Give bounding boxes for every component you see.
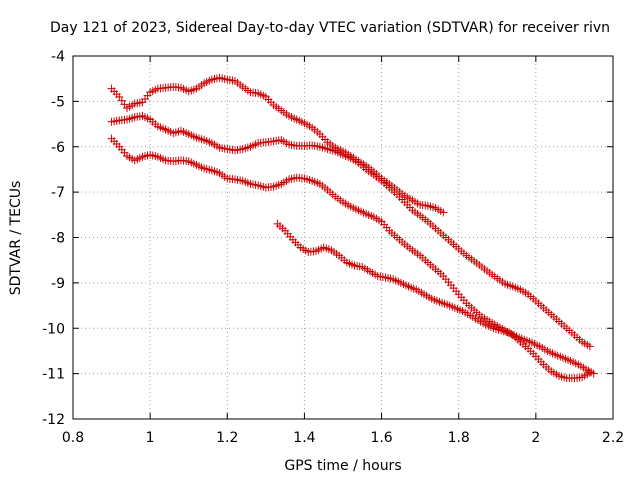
axis-ticks — [72, 55, 614, 420]
plus-marker — [585, 342, 594, 351]
y-tick-label: -9 — [51, 276, 65, 292]
x-tick-label: 1.2 — [216, 430, 238, 446]
y-tick-label: -8 — [51, 231, 65, 247]
chart-title: Day 121 of 2023, Sidereal Day-to-day VTE… — [50, 20, 610, 36]
x-tick-label: 0.8 — [62, 430, 84, 446]
data-points — [107, 73, 598, 383]
plus-marker — [585, 368, 594, 377]
plus-marker — [589, 369, 598, 378]
y-tick-label: -12 — [42, 412, 65, 428]
grid-lines — [73, 56, 613, 419]
y-tick-labels: -4 -5 -6 -7 -8 -9 -10 -11 -12 — [42, 49, 65, 428]
series-track-4 — [273, 219, 598, 378]
series-track-3 — [107, 134, 594, 383]
x-tick-label: 2.2 — [602, 430, 624, 446]
y-tick-label: -5 — [51, 94, 65, 110]
x-axis-label: GPS time / hours — [284, 458, 401, 474]
x-tick-label: 1.8 — [448, 430, 470, 446]
y-tick-label: -11 — [42, 367, 65, 383]
x-tick-label: 1 — [146, 430, 155, 446]
plus-marker — [439, 208, 448, 217]
y-tick-label: -4 — [51, 49, 65, 65]
x-tick-label: 2 — [531, 430, 540, 446]
y-axis-label: SDTVAR / TECUs — [8, 181, 24, 296]
y-tick-label: -6 — [51, 140, 65, 156]
series-track-1 — [107, 73, 448, 217]
x-tick-labels: 0.8 1 1.2 1.4 1.6 1.8 2 2.2 — [62, 430, 624, 446]
y-tick-label: -10 — [42, 321, 65, 337]
x-tick-label: 1.4 — [293, 430, 315, 446]
series-track-2 — [107, 111, 594, 351]
x-tick-label: 1.6 — [370, 430, 392, 446]
y-tick-label: -7 — [51, 185, 65, 201]
